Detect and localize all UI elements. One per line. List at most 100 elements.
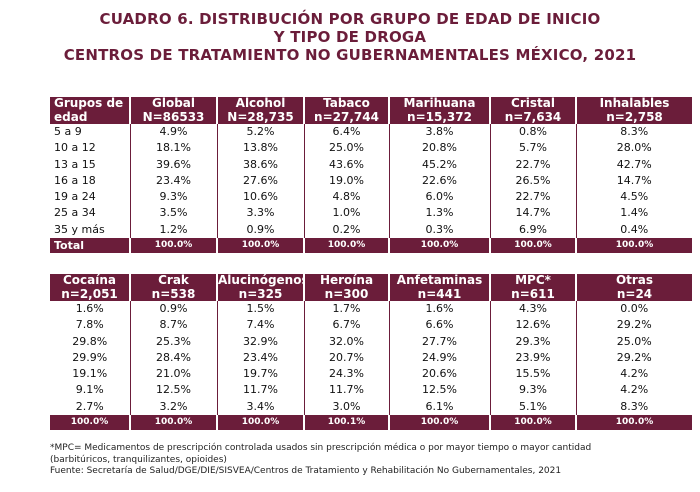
chart-title: CUADRO 6. DISTRIBUCIÓN POR GRUPO DE EDAD… — [0, 10, 700, 64]
percentage-cell: 25.0% — [575, 333, 692, 350]
percentage-cell: 13.8% — [216, 140, 304, 157]
percentage-cell: 3.0% — [303, 398, 389, 416]
table-row: 19.1% 21.0% 19.7% 24.3% 20.6% 15.5% 4.2% — [50, 366, 692, 383]
percentage-cell: 26.5% — [489, 172, 576, 190]
percentage-cell: 12.6% — [489, 317, 576, 334]
percentage-cell: 23.4% — [216, 349, 304, 367]
percentage-cell: 9.1% — [75, 383, 104, 397]
percentage-cell: 12.5% — [388, 382, 490, 399]
percentage-cell: 3.5% — [129, 205, 217, 222]
percentage-cell: 1.4% — [575, 205, 692, 222]
percentage-cell: 0.2% — [303, 221, 389, 239]
percentage-cell: 39.6% — [129, 156, 217, 173]
column-header: Global — [129, 97, 217, 111]
percentage-cell: 1.5% — [216, 301, 304, 318]
title-line-3: CENTROS DE TRATAMIENTO NO GUBERNAMENTALE… — [63, 46, 637, 64]
percentage-cell: 14.7% — [575, 172, 692, 190]
percentage-cell: 38.6% — [216, 156, 304, 173]
column-header: Heroína — [303, 274, 389, 288]
percentage-cell: 4.2% — [575, 382, 692, 399]
percentage-cell: 20.7% — [303, 349, 389, 367]
total-row: 100.0% 100.0% 100.0% 100.1% 100.0% 100.0% 100.… — [50, 415, 692, 431]
total-cell: 100.0% — [50, 415, 130, 431]
percentage-cell: 11.7% — [303, 382, 389, 399]
percentage-cell: 4.8% — [303, 189, 389, 206]
percentage-cell: 1.6% — [75, 302, 104, 315]
percentage-cell: 45.2% — [388, 156, 490, 173]
percentage-cell: 8.7% — [129, 317, 217, 334]
percentage-cell: 9.3% — [129, 189, 217, 206]
header-row: n=2,051 n=538 n=325 n=300 n=441 n=611 n=24 — [50, 287, 692, 301]
percentage-cell: 4.3% — [489, 301, 576, 318]
percentage-cell: 20.6% — [388, 366, 490, 383]
footnote-mpc-examples: (barbitúricos, tranquilizantes, opioides… — [50, 454, 227, 465]
column-header: Crak — [129, 274, 217, 288]
percentage-cell: 11.7% — [216, 382, 304, 399]
percentage-cell: 5.7% — [489, 140, 576, 157]
age-group-label: 19 a 24 — [54, 190, 96, 204]
percentage-cell: 32.9% — [216, 333, 304, 350]
percentage-cell: 0.9% — [216, 221, 304, 239]
table-age-groups-2: Cocaína Crak Alucinógenos Heroína Anfetamina… — [50, 274, 692, 431]
total-cell: 100.0% — [575, 238, 692, 254]
percentage-cell: 43.6% — [303, 156, 389, 173]
percentage-cell: 15.5% — [489, 366, 576, 383]
percentage-cell: 27.7% — [388, 333, 490, 350]
percentage-cell: 29.8% — [72, 334, 108, 348]
percentage-cell: 23.4% — [129, 172, 217, 190]
percentage-cell: 27.6% — [216, 172, 304, 190]
total-cell: 100.0% — [216, 238, 304, 254]
percentage-cell: 22.7% — [489, 189, 576, 206]
percentage-cell: 6.4% — [303, 124, 389, 141]
percentage-cell: 6.0% — [388, 189, 490, 206]
column-header: Marihuana — [388, 97, 490, 111]
percentage-cell: 1.6% — [388, 301, 490, 318]
column-header-count: N=86533 — [129, 110, 217, 124]
percentage-cell: 0.0% — [575, 301, 692, 318]
column-header-count: n=325 — [216, 287, 304, 301]
percentage-cell: 29.2% — [575, 349, 692, 367]
percentage-cell: 1.7% — [303, 301, 389, 318]
column-header: Anfetaminas — [388, 274, 490, 288]
percentage-cell: 5.2% — [216, 124, 304, 141]
percentage-cell: 6.9% — [489, 221, 576, 239]
percentage-cell: 8.3% — [575, 398, 692, 416]
table-row: 13 a 15 39.6% 38.6% 43.6% 45.2% 22.7% 42.7% — [50, 156, 692, 173]
table-row: 25 a 34 3.5% 3.3% 1.0% 1.3% 14.7% 1.4% — [50, 205, 692, 222]
percentage-cell: 0.3% — [388, 221, 490, 239]
table-row: 29.9% 28.4% 23.4% 20.7% 24.9% 23.9% 29.2% — [50, 349, 692, 367]
percentage-cell: 19.0% — [303, 172, 389, 190]
percentage-cell: 25.0% — [303, 140, 389, 157]
age-group-label: 25 a 34 — [54, 206, 96, 220]
percentage-cell: 3.8% — [388, 124, 490, 141]
table-row: 2.7% 3.2% 3.4% 3.0% 6.1% 5.1% 8.3% — [50, 398, 692, 416]
table-age-groups-1: Grupos de Global Alcohol Tabaco Marihuana Cri… — [50, 97, 692, 254]
percentage-cell: 2.7% — [75, 399, 104, 413]
column-header-count: n=15,372 — [388, 110, 490, 124]
table-row: 1.6% 0.9% 1.5% 1.7% 1.6% 4.3% 0.0% — [50, 301, 692, 318]
percentage-cell: 29.2% — [575, 317, 692, 334]
age-group-label: 10 a 12 — [54, 141, 96, 155]
column-header: Alucinógenos — [216, 274, 304, 288]
footnote-mpc: *MPC= Medicamentos de prescripción contr… — [50, 443, 592, 453]
column-header-count: n=441 — [388, 287, 490, 301]
percentage-cell: 20.8% — [388, 140, 490, 157]
column-header: Alcohol — [216, 97, 304, 111]
percentage-cell: 25.3% — [129, 333, 217, 350]
column-header-count: n=27,744 — [303, 110, 389, 124]
column-header-count: n=2,758 — [575, 110, 692, 124]
column-header: MPC* — [489, 274, 576, 288]
title-line-1: CUADRO 6. DISTRIBUCIÓN POR GRUPO DE EDAD… — [99, 10, 601, 28]
percentage-cell: 0.4% — [575, 221, 692, 239]
percentage-cell: 29.3% — [489, 333, 576, 350]
percentage-cell: 22.6% — [388, 172, 490, 190]
total-cell: 100.0% — [303, 238, 389, 254]
total-cell: 100.0% — [216, 415, 304, 431]
percentage-cell: 8.3% — [575, 124, 692, 141]
percentage-cell: 42.7% — [575, 156, 692, 173]
percentage-cell: 7.4% — [216, 317, 304, 334]
total-row: Total 100.0% 100.0% 100.0% 100.0% 100.0% 100.0… — [50, 238, 692, 254]
total-cell: 100.1% — [303, 415, 389, 431]
column-header-count: n=7,634 — [489, 110, 576, 124]
percentage-cell: 3.2% — [129, 398, 217, 416]
